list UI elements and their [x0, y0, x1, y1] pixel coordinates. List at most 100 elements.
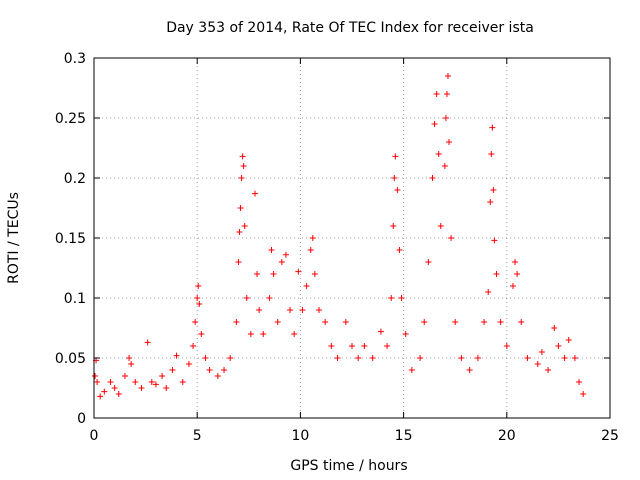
data-point [429, 175, 436, 181]
data-point [268, 247, 275, 253]
data-point [240, 163, 247, 169]
x-tick-label: 0 [90, 428, 99, 444]
data-point [509, 283, 516, 289]
data-point [221, 367, 228, 373]
data-point [202, 355, 209, 361]
data-point [239, 153, 246, 160]
data-point [466, 367, 473, 373]
data-point [555, 343, 562, 349]
data-point [194, 295, 201, 301]
data-point [190, 343, 197, 349]
data-point [159, 373, 166, 379]
data-point [361, 343, 368, 349]
data-point [192, 319, 199, 325]
data-point [274, 319, 281, 325]
data-point [169, 367, 176, 373]
data-point [538, 349, 545, 355]
data-point [349, 343, 355, 349]
data-point [92, 373, 99, 379]
data-point [390, 223, 397, 229]
data-point [152, 381, 159, 388]
data-point [398, 295, 405, 301]
y-tick-label: 0.1 [64, 291, 86, 307]
data-point [443, 91, 450, 97]
data-point [247, 331, 254, 337]
data-point [491, 237, 498, 244]
chart-title: Day 353 of 2014, Rate Of TEC Index for r… [166, 20, 534, 36]
data-point [497, 319, 504, 325]
data-point [295, 268, 302, 275]
data-point [444, 73, 451, 79]
data-point [485, 289, 492, 295]
data-point [448, 235, 455, 241]
data-point [545, 367, 552, 373]
data-point [369, 355, 376, 361]
data-point [256, 307, 263, 313]
data-point [433, 91, 440, 97]
y-tick-label: 0.2 [64, 171, 86, 187]
data-point [227, 355, 234, 361]
data-point [490, 187, 497, 193]
data-point [214, 373, 221, 379]
data-point [270, 271, 277, 277]
data-point [266, 295, 273, 301]
data-point [173, 352, 180, 359]
data-point [322, 319, 329, 325]
data-point [503, 343, 510, 349]
data-point [291, 331, 298, 337]
data-point [446, 139, 453, 145]
data-point [237, 205, 244, 211]
data-point [185, 361, 192, 367]
data-point [474, 355, 481, 361]
data-point [576, 379, 583, 385]
data-point [481, 319, 488, 325]
data-point [394, 187, 401, 193]
data-point [561, 355, 568, 361]
data-point [417, 355, 424, 361]
x-tick-labels: 0 5 10 15 20 25 [90, 428, 619, 444]
grid-lines [94, 58, 610, 418]
data-point [391, 175, 398, 181]
data-point [315, 307, 322, 313]
data-point [195, 283, 202, 289]
data-point [437, 223, 444, 229]
data-point [282, 251, 289, 258]
data-point [441, 163, 448, 169]
data-point [435, 151, 442, 157]
data-point [458, 355, 465, 361]
data-point [196, 301, 203, 307]
data-point [233, 319, 240, 325]
data-point [138, 385, 145, 391]
data-point [384, 343, 391, 349]
data-point [309, 235, 316, 241]
data-point [334, 355, 341, 361]
data-point [144, 339, 151, 346]
data-point [311, 271, 318, 277]
y-tick-label: 0.3 [64, 51, 86, 67]
y-axis-label: ROTI / TECUs [6, 192, 22, 284]
data-point [580, 391, 587, 397]
data-point [355, 355, 362, 361]
data-point [132, 379, 139, 385]
data-point [94, 379, 101, 385]
data-point [408, 367, 415, 373]
data-point [342, 319, 349, 325]
y-tick-label: 0 [77, 411, 86, 427]
x-tick-label: 25 [601, 428, 619, 444]
x-tick-label: 20 [498, 428, 516, 444]
data-point [179, 379, 186, 385]
data-point [551, 325, 558, 331]
data-point [111, 385, 118, 391]
data-point [287, 307, 294, 313]
data-point [392, 153, 399, 160]
data-point [514, 271, 521, 277]
y-tick-labels: 0 0.05 0.1 0.15 0.2 0.25 0.3 [55, 51, 86, 427]
data-point [565, 337, 572, 343]
data-point [235, 259, 242, 265]
y-tick-label: 0.25 [55, 111, 86, 127]
x-axis-label: GPS time / hours [290, 458, 407, 474]
data-point [487, 199, 494, 205]
data-point [377, 328, 384, 335]
